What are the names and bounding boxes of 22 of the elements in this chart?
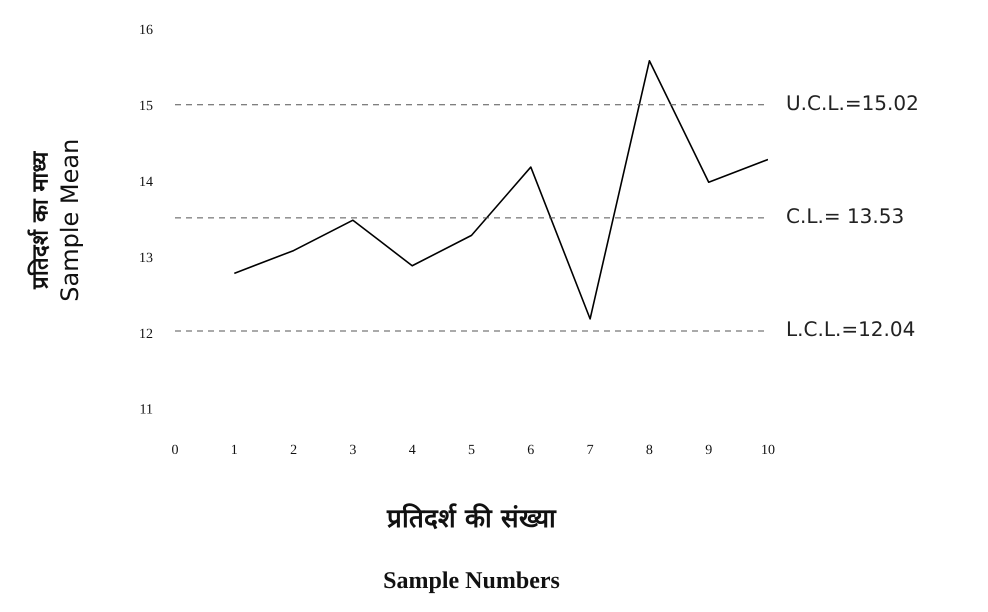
y-tick-label: 13: [139, 250, 153, 266]
x-tick-label: 5: [468, 443, 475, 458]
x-tick-label: 9: [705, 443, 712, 458]
y-tick-label: 16: [139, 23, 153, 38]
text: प्रतिदर्श की संख्या Sample Numbers: [383, 504, 560, 594]
x-tick-label: 7: [586, 443, 594, 458]
y-tick-label: 15: [139, 98, 153, 114]
y-tick-label: 12: [139, 326, 153, 342]
ref-line-label: L.C.L.=12.04: [786, 317, 916, 342]
x-tick-label: 6: [527, 443, 534, 458]
ref-line-label: U.C.L.=15.02: [786, 91, 919, 116]
x-tick-label: 2: [290, 443, 298, 458]
y-axis-title: प्रतिदर्श का माध्य Sample Mean: [26, 138, 84, 302]
y-tick-label: 11: [140, 402, 153, 418]
y-tick-label: 14: [139, 174, 153, 190]
x-tick-label: 3: [349, 443, 356, 458]
x-tick-label: 4: [408, 443, 416, 458]
ref-line-label: C.L.= 13.53: [786, 204, 904, 228]
x-tick-label: 10: [761, 443, 775, 458]
x-tick-label: 1: [230, 443, 238, 458]
x-tick-label: 0: [172, 443, 178, 458]
x-tick-label: 8: [646, 443, 653, 458]
